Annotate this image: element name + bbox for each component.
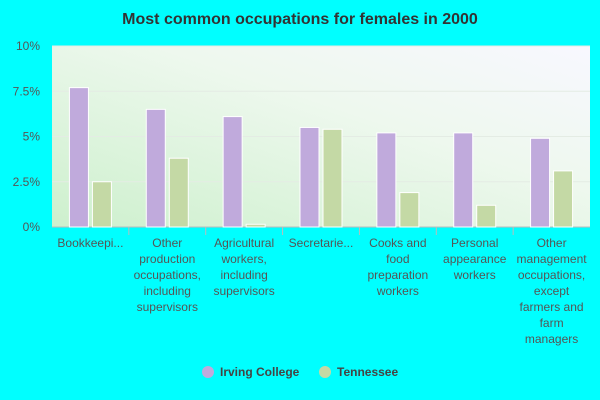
bar [299, 126, 320, 228]
bar [322, 128, 343, 228]
bar [168, 157, 189, 228]
bar [245, 223, 266, 228]
bar [399, 192, 420, 228]
bar [222, 116, 243, 228]
bar [145, 108, 166, 228]
bar [91, 181, 112, 228]
legend-swatch [202, 366, 214, 378]
y-tick-label: 10% [16, 39, 40, 53]
bar [453, 132, 474, 228]
x-tick-label: Other production occupations, including supe… [134, 236, 201, 314]
y-tick-label: 5% [23, 130, 41, 144]
x-tick-label: Secretarie... [289, 236, 354, 250]
legend-swatch [319, 366, 331, 378]
bar [68, 87, 89, 228]
y-tick-label: 7.5% [13, 84, 41, 98]
y-tick-label: 2.5% [13, 175, 41, 189]
x-tick-label: Personal appearance workers [443, 236, 507, 282]
bar [530, 137, 551, 228]
bar [476, 204, 497, 228]
x-tick-label: Bookkeepi... [57, 236, 123, 250]
bar [553, 170, 574, 228]
x-tick-label: Other management occupations, except farmers… [517, 236, 588, 346]
legend-label: Tennessee [337, 365, 398, 379]
x-tick-label: Cooks and food preparation workers [367, 236, 428, 298]
chart-title: Most common occupations for females in 2… [122, 11, 478, 28]
x-tick-label: Agricultural workers, including supervisors [213, 236, 274, 298]
legend-label: Irving College [220, 365, 300, 379]
y-tick-label: 0% [23, 220, 41, 234]
bar [376, 132, 397, 228]
